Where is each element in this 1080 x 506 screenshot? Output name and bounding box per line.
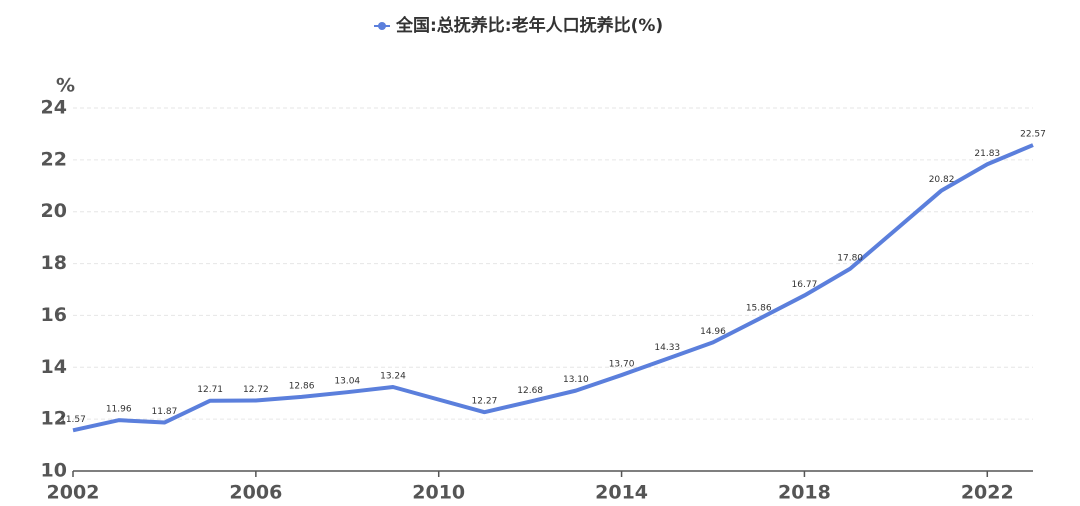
value-label: 12.86 xyxy=(289,381,315,391)
value-label: 14.33 xyxy=(654,343,680,353)
value-label: 21.83 xyxy=(974,149,1000,159)
legend-label: 全国:总抚养比:老年人口抚养比(%) xyxy=(395,15,663,36)
value-label: 13.70 xyxy=(609,360,635,370)
value-label: 12.27 xyxy=(472,397,498,407)
x-tick-label: 2010 xyxy=(412,482,465,504)
value-label: 16.77 xyxy=(792,280,818,290)
value-label: 13.10 xyxy=(563,375,589,385)
value-label: 12.71 xyxy=(197,385,223,395)
y-tick-label: 20 xyxy=(41,200,67,222)
x-tick-label: 2002 xyxy=(47,482,100,504)
y-tick-label: 22 xyxy=(41,148,67,170)
value-label: 17.80 xyxy=(837,253,863,263)
value-label: 12.68 xyxy=(517,386,543,396)
value-label: 11.96 xyxy=(106,405,132,415)
value-label: 12.72 xyxy=(243,385,269,395)
y-axis-label: % xyxy=(56,75,75,97)
value-label: 13.04 xyxy=(334,377,360,387)
x-tick-label: 2022 xyxy=(961,482,1014,504)
legend-marker xyxy=(378,22,386,30)
x-tick-label: 2006 xyxy=(229,482,282,504)
x-tick-label: 2014 xyxy=(595,482,648,504)
value-label: 11.57 xyxy=(60,415,86,425)
value-label: 15.86 xyxy=(746,304,772,314)
y-tick-label: 10 xyxy=(41,460,67,482)
value-label: 13.24 xyxy=(380,371,406,381)
y-tick-label: 12 xyxy=(41,408,67,430)
y-tick-label: 24 xyxy=(41,97,67,119)
value-label: 14.96 xyxy=(700,327,726,337)
value-label: 22.57 xyxy=(1020,130,1046,140)
y-tick-label: 16 xyxy=(41,304,67,326)
value-label: 11.87 xyxy=(152,407,178,417)
value-label: 20.82 xyxy=(929,175,955,185)
line xyxy=(72,143,1034,433)
y-tick-label: 18 xyxy=(41,252,67,274)
x-tick-label: 2018 xyxy=(778,482,831,504)
y-tick-label: 14 xyxy=(41,356,67,378)
